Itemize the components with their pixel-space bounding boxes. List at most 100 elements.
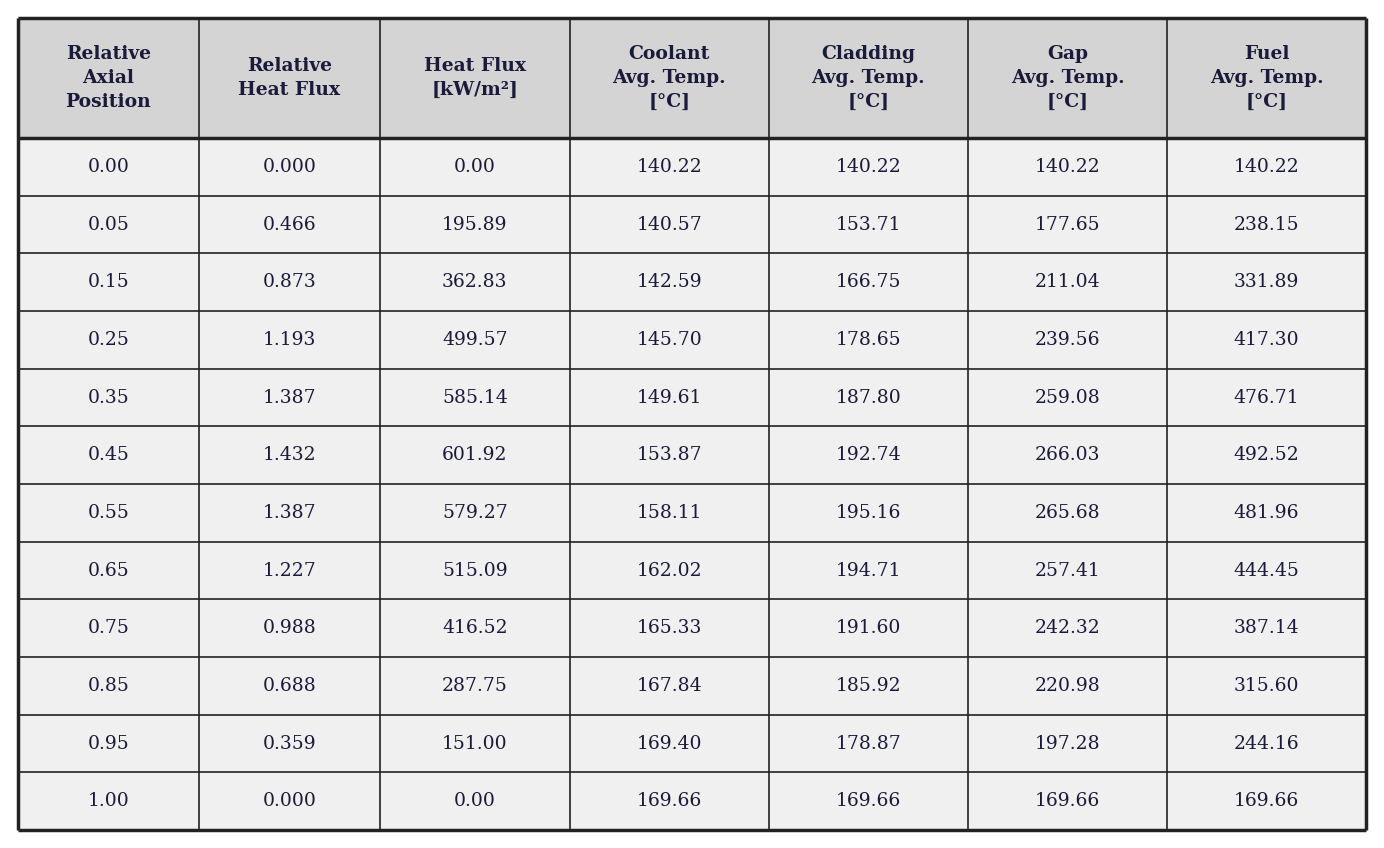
Text: 178.87: 178.87 (836, 734, 901, 752)
Text: 315.60: 315.60 (1233, 677, 1300, 695)
Text: 0.00: 0.00 (87, 158, 130, 176)
Text: Relative
Axial
Position: Relative Axial Position (65, 45, 151, 111)
Bar (18, 427, 199, 484)
Text: 140.22: 140.22 (1233, 158, 1300, 176)
Bar (379, 18, 570, 138)
Text: 1.00: 1.00 (87, 792, 129, 810)
Text: 481.96: 481.96 (1233, 504, 1300, 522)
Text: 169.40: 169.40 (637, 734, 702, 752)
Bar (570, 657, 770, 715)
Bar (770, 427, 967, 484)
Text: 585.14: 585.14 (441, 388, 508, 406)
Bar (379, 196, 570, 254)
Bar (570, 18, 770, 138)
Text: 140.57: 140.57 (637, 215, 702, 234)
Text: Coolant
Avg. Temp.
[°C]: Coolant Avg. Temp. [°C] (613, 45, 727, 111)
Bar (18, 773, 199, 830)
Bar (570, 484, 770, 542)
Text: 192.74: 192.74 (836, 446, 901, 464)
Bar (18, 715, 199, 773)
Text: 0.15: 0.15 (87, 273, 129, 292)
Text: 362.83: 362.83 (441, 273, 508, 292)
Text: 499.57: 499.57 (441, 331, 508, 349)
Bar (570, 600, 770, 657)
Bar (967, 427, 1167, 484)
Text: 0.000: 0.000 (263, 792, 317, 810)
Bar (199, 715, 379, 773)
Text: 149.61: 149.61 (637, 388, 702, 406)
Bar (570, 427, 770, 484)
Text: 167.84: 167.84 (637, 677, 702, 695)
Bar (770, 196, 967, 254)
Bar (1167, 254, 1366, 311)
Text: 0.65: 0.65 (87, 561, 129, 579)
Bar (379, 542, 570, 600)
Text: 191.60: 191.60 (836, 619, 901, 637)
Text: Heat Flux
[kW/m²]: Heat Flux [kW/m²] (424, 57, 526, 99)
Text: 601.92: 601.92 (441, 446, 508, 464)
Bar (1167, 18, 1366, 138)
Bar (1167, 600, 1366, 657)
Bar (199, 484, 379, 542)
Bar (967, 715, 1167, 773)
Text: 259.08: 259.08 (1035, 388, 1100, 406)
Bar (1167, 657, 1366, 715)
Bar (967, 600, 1167, 657)
Text: 187.80: 187.80 (836, 388, 901, 406)
Text: 239.56: 239.56 (1035, 331, 1100, 349)
Text: 0.466: 0.466 (263, 215, 316, 234)
Bar (770, 18, 967, 138)
Text: 220.98: 220.98 (1035, 677, 1100, 695)
Text: 1.227: 1.227 (263, 561, 317, 579)
Bar (1167, 715, 1366, 773)
Text: 177.65: 177.65 (1035, 215, 1100, 234)
Text: 158.11: 158.11 (637, 504, 702, 522)
Text: 0.988: 0.988 (263, 619, 317, 637)
Text: 1.432: 1.432 (263, 446, 316, 464)
Text: 153.87: 153.87 (637, 446, 702, 464)
Bar (770, 773, 967, 830)
Text: 169.66: 169.66 (1035, 792, 1100, 810)
Bar (18, 254, 199, 311)
Bar (770, 657, 967, 715)
Text: 492.52: 492.52 (1233, 446, 1300, 464)
Bar (379, 311, 570, 369)
Text: 0.688: 0.688 (263, 677, 317, 695)
Bar (379, 484, 570, 542)
Bar (967, 542, 1167, 600)
Text: 169.66: 169.66 (836, 792, 901, 810)
Text: 1.387: 1.387 (263, 504, 316, 522)
Bar (967, 773, 1167, 830)
Bar (1167, 196, 1366, 254)
Text: 194.71: 194.71 (836, 561, 901, 579)
Bar (199, 254, 379, 311)
Bar (967, 138, 1167, 196)
Bar (199, 369, 379, 427)
Bar (570, 196, 770, 254)
Text: 166.75: 166.75 (836, 273, 901, 292)
Text: 1.193: 1.193 (263, 331, 316, 349)
Bar (770, 600, 967, 657)
Bar (570, 138, 770, 196)
Text: 265.68: 265.68 (1035, 504, 1100, 522)
Text: 244.16: 244.16 (1233, 734, 1300, 752)
Text: 165.33: 165.33 (637, 619, 702, 637)
Text: 0.00: 0.00 (454, 158, 495, 176)
Text: Gap
Avg. Temp.
[°C]: Gap Avg. Temp. [°C] (1010, 45, 1124, 111)
Bar (1167, 311, 1366, 369)
Bar (570, 773, 770, 830)
Text: 476.71: 476.71 (1233, 388, 1300, 406)
Bar (379, 600, 570, 657)
Bar (199, 311, 379, 369)
Text: 0.85: 0.85 (87, 677, 130, 695)
Bar (967, 254, 1167, 311)
Text: 0.873: 0.873 (263, 273, 317, 292)
Bar (18, 196, 199, 254)
Text: 417.30: 417.30 (1233, 331, 1300, 349)
Text: 444.45: 444.45 (1233, 561, 1300, 579)
Bar (18, 542, 199, 600)
Bar (18, 484, 199, 542)
Bar (770, 369, 967, 427)
Bar (379, 138, 570, 196)
Text: 0.35: 0.35 (87, 388, 129, 406)
